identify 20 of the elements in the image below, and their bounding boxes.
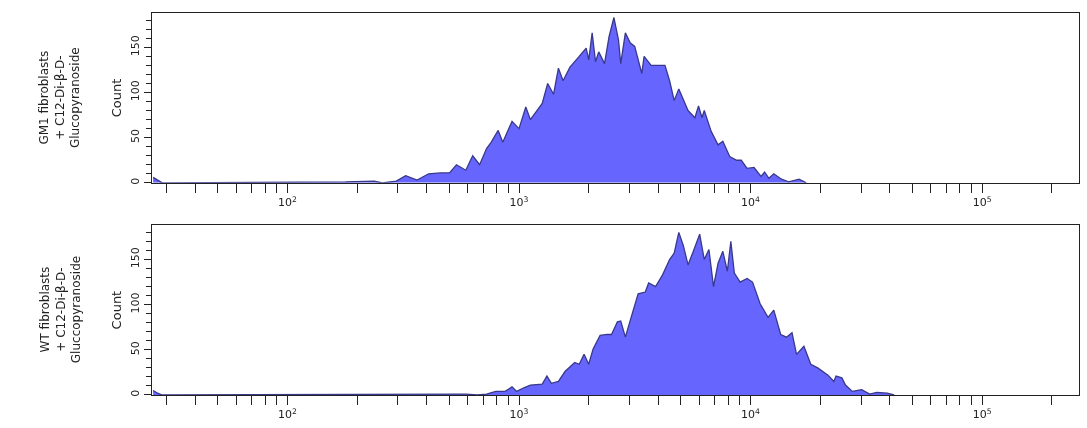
x-tick-label: 10$^{4}$ [741, 406, 761, 422]
y-tick-label: 150 [129, 247, 143, 269]
y-tick-label: 100 [129, 80, 143, 102]
x-tick-label: 10$^{3}$ [509, 406, 529, 422]
y-axis-title: Count [109, 78, 125, 118]
y-tick-label: 0 [129, 389, 143, 397]
x-tick-label: 10$^{5}$ [972, 194, 992, 210]
y-tick-label: 50 [129, 341, 143, 356]
x-tick-label: 10$^{2}$ [278, 406, 298, 422]
text: GM1 fibroblasts + C12-Di-β-D- Glucopyranoside [37, 47, 83, 149]
x-tick-label: 10$^{5}$ [972, 406, 992, 422]
text: WT fibroblasts + C12-Di-β-D- Gluccopyranoside [38, 255, 84, 364]
y-tick-label: 0 [129, 177, 143, 185]
y-tick-label: 100 [129, 292, 143, 314]
x-tick-label: 10$^{4}$ [741, 194, 761, 210]
y-axis-title: Count [109, 290, 125, 330]
x-tick-label: 10$^{2}$ [278, 194, 298, 210]
x-tick-label: 10$^{3}$ [509, 194, 529, 210]
y-tick-label: 150 [129, 35, 143, 57]
y-tick-label: 50 [129, 129, 143, 144]
